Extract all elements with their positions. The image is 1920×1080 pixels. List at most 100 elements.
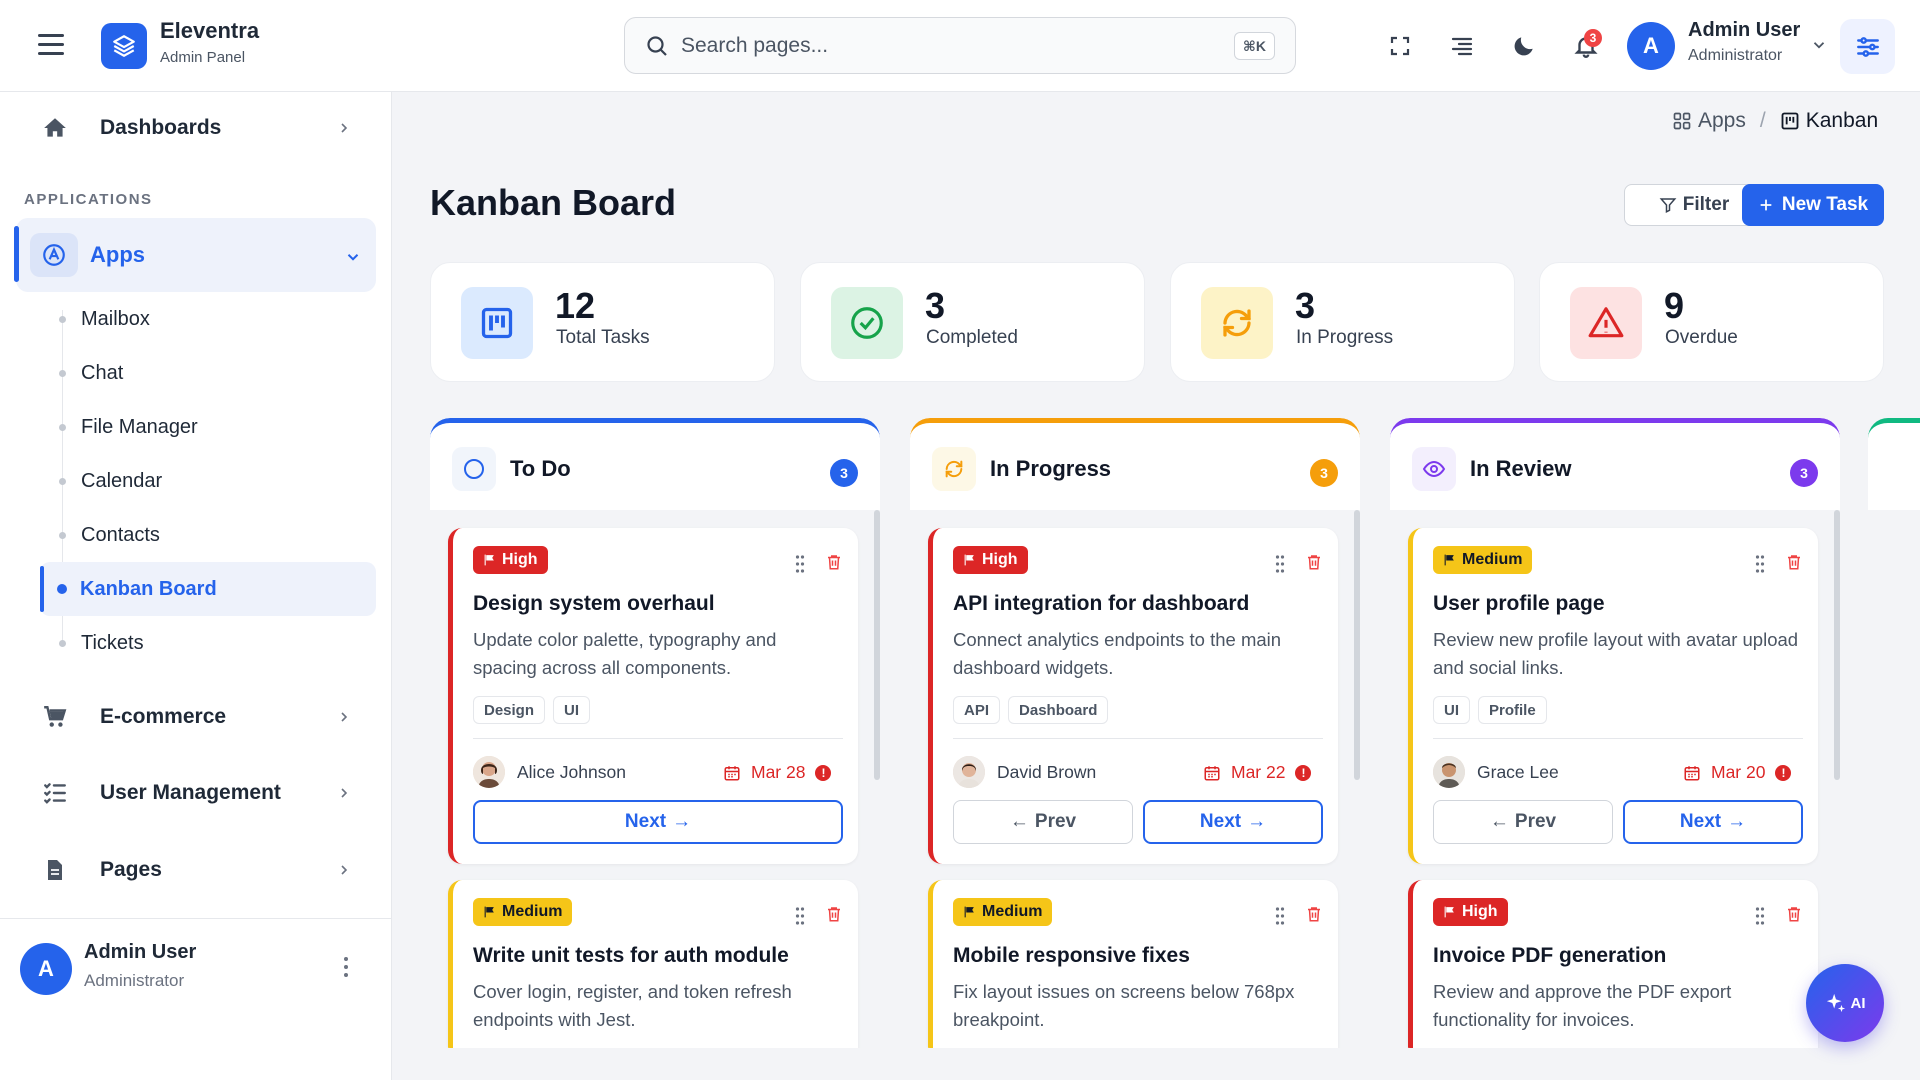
submenu-line	[62, 310, 63, 644]
tag: Design	[473, 696, 546, 724]
chevron-down-icon[interactable]	[1810, 36, 1828, 54]
filter-button[interactable]: Filter	[1624, 184, 1764, 226]
next-button[interactable]: Next →	[1143, 800, 1323, 844]
breadcrumb-apps-link[interactable]: Apps	[1698, 109, 1746, 132]
sidebar-item-pages[interactable]: Pages	[30, 842, 370, 898]
trash-icon[interactable]	[825, 904, 843, 924]
filter-label: Filter	[1682, 194, 1730, 215]
ai-assistant-button[interactable]: AI	[1806, 964, 1884, 1042]
drag-handle-icon[interactable]	[1275, 554, 1285, 574]
drag-handle-icon[interactable]	[1755, 554, 1765, 574]
chevron-down-icon[interactable]	[344, 248, 362, 266]
task-card[interactable]: High Design system overhaul Update color…	[448, 528, 858, 864]
sidebar-subitem-mailbox[interactable]: Mailbox	[56, 294, 376, 344]
stat-label: Completed	[926, 327, 1018, 348]
sidebar-item-apps-label[interactable]: Apps	[90, 242, 145, 267]
list-align-icon[interactable]	[1446, 30, 1478, 62]
top-header: Eleventra Admin Panel ⌘K 3 A Admin User …	[0, 0, 1920, 92]
active-indicator	[14, 226, 19, 282]
task-card[interactable]: Medium User profile page Review new prof…	[1408, 528, 1818, 864]
prev-button[interactable]: ← Prev	[953, 800, 1133, 844]
user-name[interactable]: Admin User	[1688, 19, 1801, 41]
menu-toggle-icon[interactable]	[38, 34, 64, 56]
brand-logo-icon[interactable]	[101, 23, 147, 69]
sidebar-user-role: Administrator	[84, 971, 185, 990]
sidebar-subitem-contacts[interactable]: Contacts	[56, 510, 376, 560]
divider	[473, 738, 843, 739]
breadcrumb: Apps / Kanban	[1672, 106, 1878, 136]
prev-button[interactable]: ← Prev	[1433, 800, 1613, 844]
kanban-column-peek	[1868, 418, 1920, 1048]
refresh-icon	[1201, 287, 1273, 359]
drag-handle-icon[interactable]	[795, 554, 805, 574]
new-task-button[interactable]: New Task	[1742, 184, 1884, 226]
task-title: Design system overhaul	[473, 592, 715, 615]
stat-card-completed: 3 Completed	[800, 262, 1145, 382]
brand-subtitle: Admin Panel	[160, 49, 246, 66]
column-title: To Do	[510, 456, 571, 481]
column-header	[1868, 418, 1920, 510]
sidebar-subitem-tickets[interactable]: Tickets	[56, 618, 376, 668]
flag-icon	[964, 554, 974, 566]
task-title: User profile page	[1433, 592, 1605, 615]
column-scrollbar[interactable]	[1354, 510, 1360, 780]
sidebar-subitem-kanban-board[interactable]: Kanban Board	[56, 564, 376, 614]
trash-icon[interactable]	[1305, 552, 1323, 572]
sidebar-subitem-chat[interactable]: Chat	[56, 348, 376, 398]
chevron-right-icon	[341, 712, 348, 722]
flag-icon	[484, 554, 494, 566]
page-title: Kanban Board	[430, 182, 677, 223]
drag-handle-icon[interactable]	[1755, 906, 1765, 926]
sidebar-item-ecommerce[interactable]: E-commerce	[30, 689, 370, 745]
next-button[interactable]: Next →	[1623, 800, 1803, 844]
assignee-avatar	[953, 756, 985, 788]
task-tags: Design UI	[473, 696, 598, 724]
trash-icon[interactable]	[1785, 552, 1803, 572]
due-date-text: Mar 22	[1231, 762, 1286, 782]
calendar-icon	[724, 765, 740, 780]
assignee-name: Alice Johnson	[517, 762, 626, 782]
column-scrollbar[interactable]	[1834, 510, 1840, 780]
dark-mode-icon[interactable]	[1508, 30, 1540, 62]
more-vertical-icon[interactable]	[344, 957, 350, 981]
search-shortcut-badge: ⌘K	[1233, 32, 1275, 60]
divider	[1433, 738, 1803, 739]
search-input[interactable]	[681, 29, 1181, 63]
active-indicator	[40, 566, 44, 612]
task-card[interactable]: High Invoice PDF generation Review and a…	[1408, 880, 1818, 1048]
circle-icon	[452, 447, 496, 491]
user-avatar[interactable]: A	[1627, 22, 1675, 70]
trash-icon[interactable]	[1785, 904, 1803, 924]
subitem-label: Chat	[81, 361, 124, 384]
trash-icon[interactable]	[825, 552, 843, 572]
sidebar-item-dashboards[interactable]: Dashboards	[30, 100, 370, 156]
drag-handle-icon[interactable]	[1275, 906, 1285, 926]
column-scrollbar[interactable]	[874, 510, 880, 780]
breadcrumb-current: Kanban	[1805, 109, 1879, 132]
task-description: Fix layout issues on screens below 768px…	[953, 981, 1295, 1030]
settings-sliders-button[interactable]	[1840, 19, 1895, 74]
task-card[interactable]: Medium Write unit tests for auth module …	[448, 880, 858, 1048]
column-header: In Progress 3	[910, 418, 1360, 510]
task-card[interactable]: High API integration for dashboard Conne…	[928, 528, 1338, 864]
sliders-icon	[1856, 36, 1879, 57]
sidebar-subitem-calendar[interactable]: Calendar	[56, 456, 376, 506]
search-icon	[647, 36, 667, 56]
task-card[interactable]: Medium Mobile responsive fixes Fix layou…	[928, 880, 1338, 1048]
drag-handle-icon[interactable]	[795, 906, 805, 926]
sidebar-item-user-management[interactable]: User Management	[30, 765, 370, 821]
home-icon	[40, 113, 70, 143]
fullscreen-icon[interactable]	[1384, 30, 1416, 62]
priority-badge-medium: Medium	[953, 898, 1053, 926]
due-date: Mar 28 !	[723, 762, 832, 783]
sidebar-subitem-file-manager[interactable]: File Manager	[56, 402, 376, 452]
task-description: Update color palette, typography and spa…	[473, 629, 777, 678]
sidebar-user-name: Admin User	[84, 941, 197, 963]
trash-icon[interactable]	[1305, 904, 1323, 924]
search-bar[interactable]: ⌘K	[624, 17, 1296, 74]
avatar[interactable]: A	[20, 943, 72, 995]
cart-icon	[40, 702, 70, 732]
task-title: API integration for dashboard	[953, 592, 1250, 615]
flag-icon	[1444, 554, 1454, 566]
next-button[interactable]: Next →	[473, 800, 843, 844]
